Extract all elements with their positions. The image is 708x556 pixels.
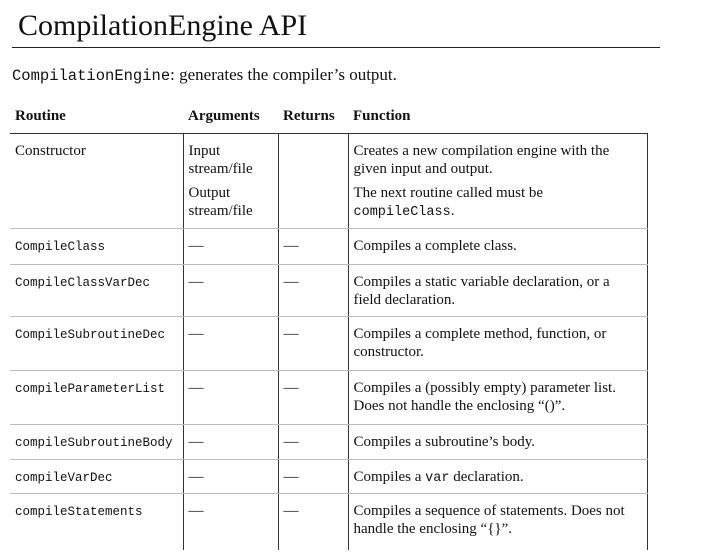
returns-cell: —	[277, 370, 348, 425]
routine-name: compileSubroutineBody	[15, 436, 173, 450]
routine-name: compileVarDec	[15, 471, 113, 485]
returns-cell: —	[277, 316, 348, 371]
routine-cell: CompileClass	[10, 228, 183, 265]
function-cell: Compiles a complete class.	[347, 228, 648, 265]
table-row: compileSubroutineBody — — Compiles a sub…	[10, 424, 648, 460]
routine-cell: compileParameterList	[10, 370, 183, 425]
routine-name: CompileClassVarDec	[15, 276, 151, 290]
table-row: CompileSubroutineDec — — Compiles a comp…	[10, 316, 648, 371]
routine-cell: compileSubroutineBody	[10, 424, 183, 460]
returns-value: —	[283, 434, 299, 450]
arguments-cell: Input stream/file Output stream/file	[182, 133, 278, 229]
returns-cell: —	[277, 264, 348, 317]
arguments-value: —	[188, 238, 204, 254]
table-row: CompileClass — — Compiles a complete cla…	[10, 228, 648, 265]
routine-name: compileParameterList	[15, 382, 166, 396]
table-row: compileVarDec — — Compiles a var declara…	[10, 459, 648, 494]
function-note: The next routine called must be compileC…	[354, 185, 641, 221]
returns-value: —	[283, 503, 299, 519]
function-description: Compiles a sequence of statements. Does …	[353, 503, 625, 537]
argument-output: Output stream/file	[188, 185, 253, 219]
routine-name: compileStatements	[15, 505, 143, 519]
function-note-text: The next routine called must be	[353, 185, 544, 201]
returns-value: —	[283, 380, 299, 396]
returns-value: —	[283, 238, 299, 254]
function-suffix: declaration.	[449, 469, 524, 485]
class-description: : generates the compiler’s output.	[170, 65, 397, 84]
function-note-suffix: .	[450, 202, 455, 219]
arguments-cell: —	[182, 264, 278, 317]
returns-value: —	[283, 326, 299, 342]
function-description: Compiles a complete method, function, or…	[353, 326, 607, 360]
header-arguments: Arguments	[183, 100, 278, 134]
routine-cell: Constructor	[10, 133, 183, 229]
routine-name: CompileSubroutineDec	[15, 328, 166, 342]
title-rule	[12, 47, 660, 48]
returns-cell	[277, 133, 348, 229]
function-code: var	[425, 471, 450, 486]
returns-cell: —	[277, 228, 348, 265]
header-function: Function	[348, 100, 647, 134]
returns-cell: —	[277, 424, 348, 460]
function-description: Compiles a static variable declaration, …	[353, 274, 610, 308]
function-cell: Compiles a static variable declaration, …	[347, 264, 648, 317]
function-cell: Compiles a (possibly empty) parameter li…	[347, 370, 648, 425]
class-name: CompilationEngine	[12, 67, 171, 85]
routine-cell: compileStatements	[10, 494, 183, 550]
arguments-cell: —	[182, 316, 278, 371]
header-returns: Returns	[278, 100, 348, 134]
returns-cell: —	[277, 493, 348, 550]
table-row: CompileClassVarDec — — Compiles a static…	[10, 264, 648, 317]
arguments-value: —	[188, 380, 204, 396]
api-subtitle: CompilationEngine: generates the compile…	[12, 64, 397, 87]
arguments-value: —	[188, 326, 204, 342]
arguments-cell: —	[182, 228, 278, 265]
table-header-row: Routine Arguments Returns Function	[10, 100, 647, 134]
arguments-cell: —	[182, 493, 278, 550]
page-title: CompilationEngine API	[18, 9, 308, 42]
function-cell: Compiles a var declaration.	[347, 459, 648, 494]
routine-name: Constructor	[15, 143, 86, 159]
arguments-value: —	[188, 434, 204, 450]
returns-value: —	[283, 469, 299, 485]
function-prefix: Compiles a	[353, 469, 426, 485]
routine-cell: CompileSubroutineDec	[10, 316, 183, 371]
arguments-cell: —	[182, 370, 278, 425]
header-routine: Routine	[10, 100, 183, 134]
arguments-value: —	[188, 469, 204, 485]
function-description: Compiles a (possibly empty) parameter li…	[353, 380, 616, 414]
function-cell: Creates a new compilation engine with th…	[347, 133, 648, 229]
api-table: Routine Arguments Returns Function Const…	[10, 100, 648, 550]
returns-cell: —	[277, 459, 348, 494]
table-row: Constructor Input stream/file Output str…	[10, 133, 648, 229]
arguments-value: —	[188, 503, 204, 519]
table-row: compileStatements — — Compiles a sequenc…	[10, 493, 648, 550]
function-note-code: compileClass	[353, 204, 451, 220]
function-cell: Compiles a subroutine’s body.	[347, 424, 648, 460]
routine-cell: CompileClassVarDec	[10, 264, 183, 317]
table-row: compileParameterList — — Compiles a (pos…	[10, 370, 648, 425]
function-description: Creates a new compilation engine with th…	[353, 143, 610, 177]
arguments-value: —	[188, 274, 204, 290]
arguments-cell: —	[182, 459, 278, 494]
argument-input: Input stream/file	[188, 143, 253, 177]
arguments-cell: —	[182, 424, 278, 460]
function-description: Compiles a subroutine’s body.	[353, 434, 536, 450]
function-description: Compiles a complete class.	[353, 238, 517, 254]
routine-name: CompileClass	[15, 240, 106, 254]
function-cell: Compiles a complete method, function, or…	[347, 316, 648, 371]
function-cell: Compiles a sequence of statements. Does …	[347, 493, 648, 550]
returns-value: —	[283, 274, 299, 290]
routine-cell: compileVarDec	[10, 459, 183, 494]
